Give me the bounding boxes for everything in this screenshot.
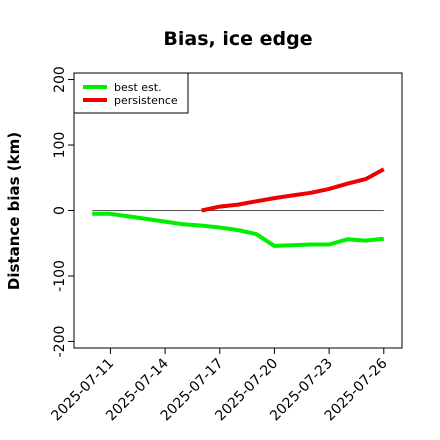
y-axis-label: Distance bias (km) <box>5 132 23 290</box>
y-tick-label: 100 <box>52 132 68 159</box>
series-line-best-est <box>92 211 385 248</box>
y-tick-label: -200 <box>52 326 68 358</box>
y-tick-label: 200 <box>52 66 68 93</box>
legend-label: best est. <box>114 81 162 94</box>
y-tick-label: -100 <box>52 260 68 292</box>
legend-box <box>73 72 189 114</box>
legend-label: persistence <box>114 94 178 107</box>
series-line-persistence <box>201 167 385 213</box>
chart-title: Bias, ice edge <box>163 28 312 50</box>
y-tick-label: 0 <box>52 206 68 215</box>
series-layer <box>92 167 385 248</box>
y-axis: -200 -100 0 100 200 <box>52 66 74 357</box>
legend: best est.persistence <box>73 72 189 114</box>
x-axis: 2025-07-112025-07-142025-07-172025-07-20… <box>48 348 391 424</box>
